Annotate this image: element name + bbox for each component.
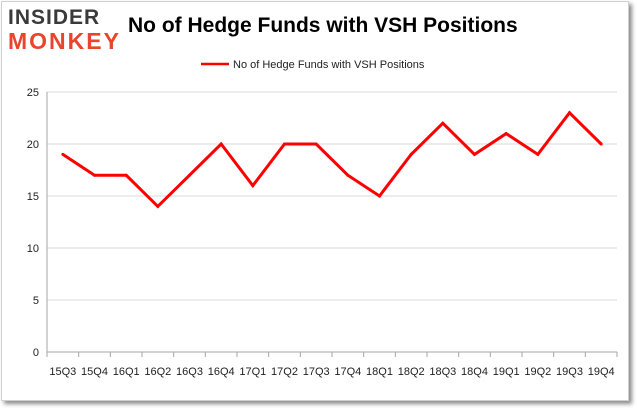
y-tick-label: 10 bbox=[27, 243, 39, 255]
y-tick-label: 20 bbox=[27, 139, 39, 151]
series-line-0 bbox=[62, 110, 603, 209]
data-point bbox=[599, 142, 603, 146]
y-tick-label: 25 bbox=[27, 87, 39, 99]
data-point bbox=[156, 204, 160, 208]
x-tick-label: 18Q4 bbox=[461, 366, 488, 378]
x-tick-label: 18Q2 bbox=[398, 366, 425, 378]
data-point bbox=[219, 142, 223, 146]
x-tick-label: 19Q1 bbox=[493, 366, 520, 378]
axes bbox=[46, 92, 618, 357]
chart-title: No of Hedge Funds with VSH Positions bbox=[128, 14, 518, 37]
x-tick-label: 17Q3 bbox=[303, 366, 330, 378]
logo-text-bottom: MONKEY bbox=[8, 28, 121, 54]
data-point bbox=[314, 142, 318, 146]
insider-monkey-logo: INSIDER MONKEY bbox=[8, 7, 120, 55]
x-tick-label: 19Q3 bbox=[556, 366, 583, 378]
x-tick-label: 15Q4 bbox=[81, 366, 108, 378]
data-point bbox=[409, 152, 413, 156]
y-tick-label: 0 bbox=[33, 347, 39, 359]
y-tick-labels: 0 5 10 15 20 25 bbox=[27, 87, 39, 359]
data-point bbox=[504, 132, 508, 136]
x-tick-label: 15Q3 bbox=[49, 366, 76, 378]
data-point bbox=[378, 194, 381, 198]
data-point bbox=[61, 152, 65, 156]
x-tick-label: 16Q3 bbox=[176, 366, 203, 378]
x-tick-label: 17Q4 bbox=[334, 366, 361, 378]
x-tick-label: 17Q1 bbox=[239, 366, 266, 378]
data-point bbox=[441, 121, 445, 125]
x-tick-label: 17Q2 bbox=[271, 366, 298, 378]
x-tick-label: 18Q1 bbox=[366, 366, 393, 378]
x-tick-label: 16Q1 bbox=[113, 366, 140, 378]
legend: No of Hedge Funds with VSH Positions bbox=[201, 59, 425, 71]
x-tick-label: 16Q4 bbox=[208, 366, 235, 378]
x-tick-label: 19Q4 bbox=[588, 366, 615, 378]
data-point bbox=[283, 142, 286, 146]
x-tick-label: 19Q2 bbox=[524, 366, 551, 378]
data-point bbox=[188, 173, 191, 177]
data-point bbox=[124, 173, 128, 177]
y-tick-label: 5 bbox=[33, 295, 39, 307]
data-point bbox=[93, 173, 96, 177]
x-tick-label: 16Q2 bbox=[144, 366, 171, 378]
chart-frame bbox=[1, 1, 629, 401]
y-tick-label: 15 bbox=[27, 191, 39, 203]
legend-label: No of Hedge Funds with VSH Positions bbox=[233, 59, 425, 71]
data-point bbox=[473, 152, 476, 156]
data-point bbox=[536, 152, 540, 156]
data-point bbox=[251, 184, 255, 188]
logo-text-top: INSIDER bbox=[8, 6, 101, 29]
x-tick-labels: 15Q3 15Q4 16Q1 16Q2 16Q3 16Q4 17Q1 17Q2 17Q3 17Q4… bbox=[49, 366, 614, 378]
x-tick-label: 18Q3 bbox=[429, 366, 456, 378]
gridlines bbox=[47, 91, 617, 301]
data-point bbox=[346, 173, 350, 177]
series-lines bbox=[61, 110, 603, 209]
data-point bbox=[568, 111, 571, 115]
